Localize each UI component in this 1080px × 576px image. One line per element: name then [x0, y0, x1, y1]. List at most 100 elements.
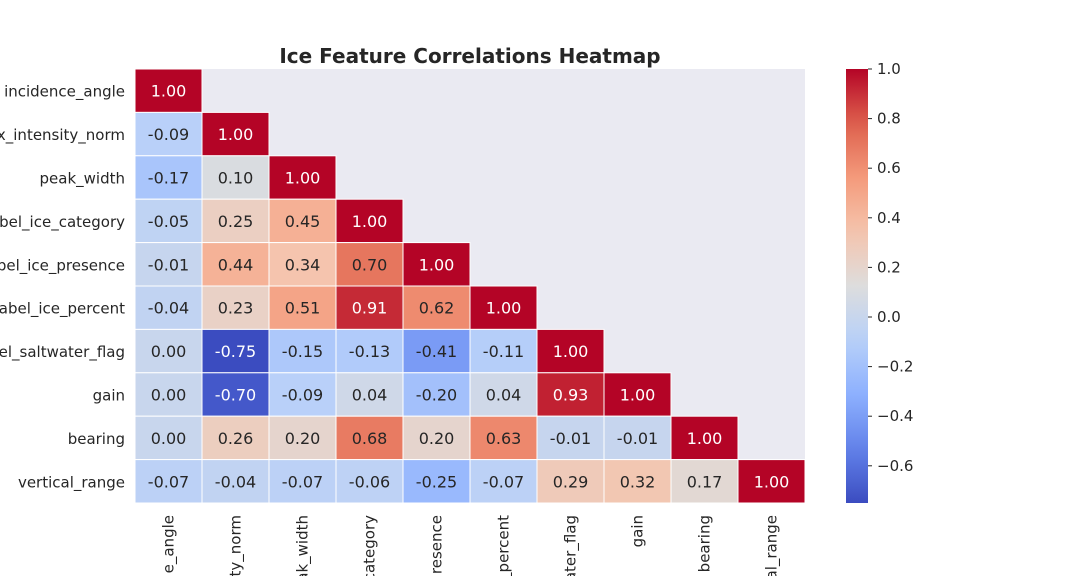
- heatmap-cell-7-4: [402, 372, 471, 417]
- cell-value-label: 0.62: [419, 299, 455, 318]
- heatmap-cell-8-0: [134, 415, 203, 461]
- y-tick-label: gain: [93, 387, 125, 405]
- cell-value-label: 0.91: [352, 299, 388, 318]
- colorbar-tick-label: 0.6: [877, 159, 901, 177]
- cell-value-label: -0.05: [148, 212, 189, 231]
- cell-value-label: 0.20: [419, 429, 455, 448]
- heatmap-cell-7-1: [201, 372, 270, 417]
- cell-value-label: 0.00: [151, 429, 187, 448]
- colorbar-tick-label: −0.4: [877, 407, 913, 425]
- cell-value-label: 0.44: [218, 255, 254, 274]
- cell-value-label: -0.01: [550, 429, 591, 448]
- cell-value-label: 1.00: [218, 125, 254, 144]
- heatmap-cell-4-3: [335, 242, 404, 287]
- heatmap-cell-3-2: [268, 198, 337, 244]
- x-tick-label: category: [361, 515, 379, 576]
- colorbar-tick-label: 1.0: [877, 60, 901, 78]
- cell-value-label: 0.93: [553, 386, 589, 405]
- heatmap-cell-9-2: [268, 459, 337, 504]
- cell-value-label: 0.26: [218, 429, 254, 448]
- heatmap-cell-8-8: [670, 415, 739, 461]
- y-tick-label: bel_ice_presence: [0, 256, 125, 275]
- cell-value-label: 1.00: [419, 255, 455, 274]
- x-tick-label: bearing: [696, 515, 714, 572]
- heatmap-cell-9-9: [737, 459, 806, 504]
- heatmap-cell-9-8: [670, 459, 739, 504]
- cell-value-label: -0.09: [148, 125, 189, 144]
- cell-value-label: -0.75: [215, 342, 256, 361]
- heatmap-cells: 1.00 -0.09 1.00 -0.17 0.10 1.00 -0.05 0.25 0.45 1…: [134, 68, 806, 504]
- cell-value-label: 1.00: [620, 386, 656, 405]
- x-tick-label: ater_flag: [562, 515, 581, 576]
- y-tick-label: vertical_range: [18, 473, 125, 492]
- y-tick-label: el_saltwater_flag: [0, 343, 125, 362]
- colorbar-tick-label: 0.2: [877, 258, 901, 276]
- cell-value-label: -0.17: [148, 169, 189, 188]
- heatmap-cell-3-3: [335, 198, 404, 244]
- heatmap-cell-8-2: [268, 415, 337, 461]
- cell-value-label: 0.68: [352, 429, 388, 448]
- cell-value-label: -0.07: [148, 472, 189, 491]
- cell-value-label: 0.00: [151, 342, 187, 361]
- colorbar-tick-label: 0.8: [877, 110, 901, 128]
- heatmap-cell-9-1: [201, 459, 270, 504]
- heatmap-cell-9-7: [603, 459, 672, 504]
- colorbar: [846, 69, 868, 503]
- x-tick-label: e_angle: [160, 515, 179, 573]
- cell-value-label: 0.20: [285, 429, 321, 448]
- heatmap-cell-5-0: [134, 285, 203, 330]
- heatmap-cell-2-2: [268, 155, 337, 200]
- cell-value-label: -0.20: [416, 386, 457, 405]
- x-tick-label: al_range: [763, 515, 782, 576]
- cell-value-label: 0.23: [218, 299, 254, 318]
- heatmap-cell-0-0: [134, 68, 203, 113]
- x-tick-labels: e_angle ty_norm ak_width category resence _pe…: [160, 515, 782, 576]
- heatmap-cell-8-4: [402, 415, 471, 461]
- cell-value-label: 0.00: [151, 386, 187, 405]
- heatmap-cell-6-3: [335, 328, 404, 374]
- colorbar-ticks: 1.0 0.8 0.6 0.4 0.2 0.0 −0.2 −0.4 −0.6: [868, 60, 913, 475]
- cell-value-label: 1.00: [151, 82, 187, 101]
- colorbar-tick-label: −0.2: [877, 358, 913, 376]
- heatmap-cell-7-3: [335, 372, 404, 417]
- cell-value-label: 0.10: [218, 169, 254, 188]
- y-tick-label: abel_ice_percent: [0, 300, 125, 319]
- cell-value-label: 1.00: [486, 299, 522, 318]
- heatmap-cell-9-0: [134, 459, 203, 504]
- heatmap-cell-8-6: [536, 415, 605, 461]
- cell-value-label: 0.17: [687, 472, 723, 491]
- cell-value-label: 0.29: [553, 472, 589, 491]
- y-tick-label: x_intensity_norm: [0, 126, 125, 145]
- x-tick-label: ak_width: [294, 515, 313, 576]
- heatmap-cell-4-0: [134, 242, 203, 287]
- cell-value-label: 1.00: [285, 169, 321, 188]
- cell-value-label: -0.07: [282, 472, 323, 491]
- y-tick-labels: incidence_angle x_intensity_norm peak_widt…: [0, 83, 125, 493]
- cell-value-label: -0.70: [215, 386, 256, 405]
- y-tick-label: bearing: [68, 430, 125, 448]
- heatmap-cell-9-3: [335, 459, 404, 504]
- cell-value-label: -0.13: [349, 342, 390, 361]
- heatmap-cell-7-6: [536, 372, 605, 417]
- y-tick-label: bel_ice_category: [0, 213, 125, 232]
- cell-value-label: 0.34: [285, 255, 321, 274]
- cell-value-label: -0.25: [416, 472, 457, 491]
- x-tick-label: _percent: [495, 515, 514, 576]
- cell-value-label: -0.01: [148, 255, 189, 274]
- cell-value-label: -0.04: [148, 299, 189, 318]
- heatmap-cell-5-5: [469, 285, 538, 330]
- heatmap-cell-3-1: [201, 198, 270, 244]
- heatmap-cell-8-3: [335, 415, 404, 461]
- cell-value-label: -0.01: [617, 429, 658, 448]
- colorbar-tick-label: −0.6: [877, 457, 913, 475]
- heatmap-cell-3-0: [134, 198, 203, 244]
- heatmap-cell-9-5: [469, 459, 538, 504]
- heatmap-cell-7-0: [134, 372, 203, 417]
- cell-value-label: -0.11: [483, 342, 524, 361]
- x-tick-label: gain: [629, 515, 647, 547]
- y-tick-label: incidence_angle: [4, 83, 125, 102]
- cell-value-label: -0.04: [215, 472, 256, 491]
- cell-value-label: 0.04: [352, 386, 388, 405]
- colorbar-tick-label: 0.0: [877, 308, 901, 326]
